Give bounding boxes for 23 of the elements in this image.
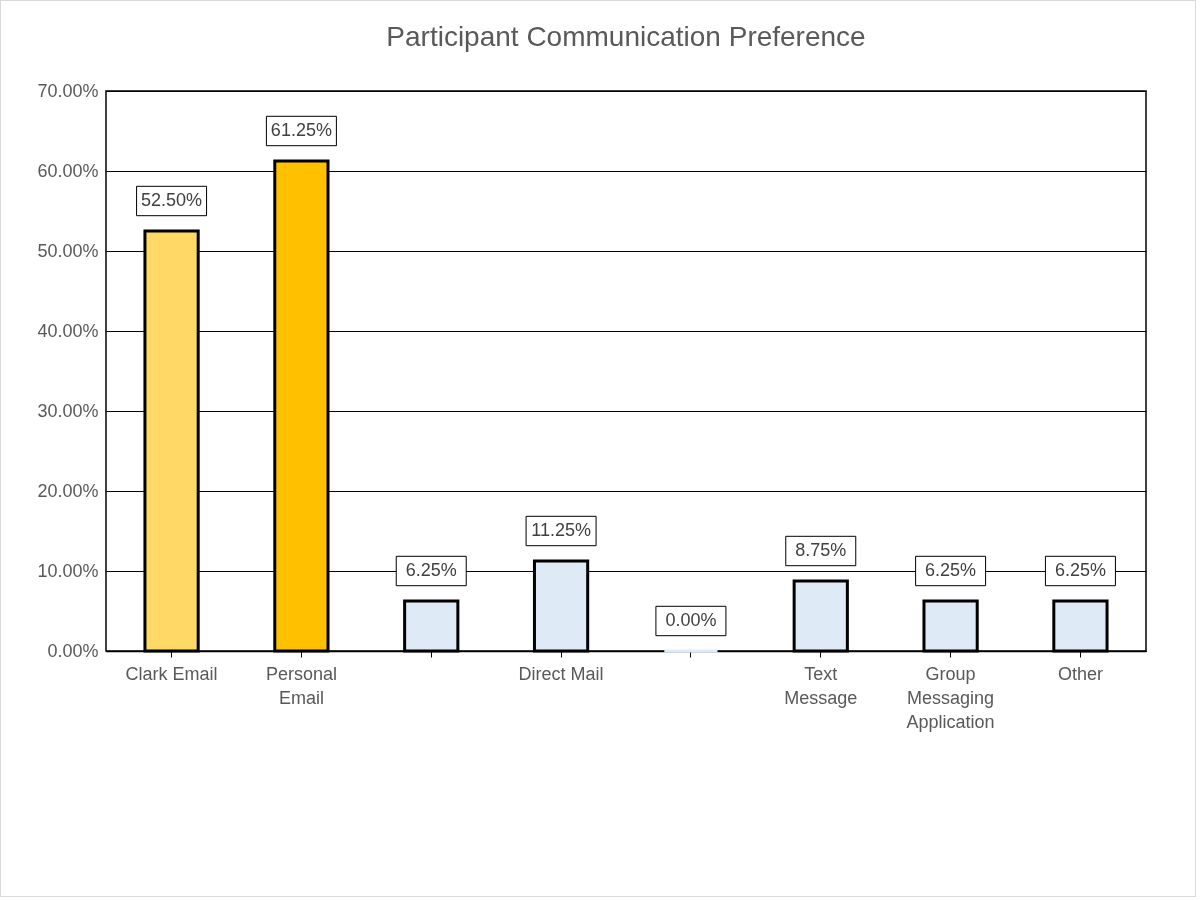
data-label: 11.25% — [531, 520, 591, 540]
chart-title: Participant Communication Preference — [386, 21, 866, 52]
x-tick-label: Personal Email — [265, 663, 337, 708]
data-label: 52.50% — [141, 190, 203, 210]
y-tick-label: 40.00% — [37, 320, 99, 341]
y-tick-label: 0.00% — [47, 640, 99, 661]
x-tick-label: Direct Mail — [518, 663, 604, 684]
data-label: 6.25% — [925, 560, 977, 580]
y-tick-label: 10.00% — [37, 560, 99, 581]
data-label: 0.00% — [665, 610, 717, 630]
y-tick-label: 60.00% — [37, 160, 99, 181]
x-tick-label: Group Messaging Application — [906, 663, 995, 732]
y-tick-label: 30.00% — [37, 400, 99, 421]
y-tick-label: 70.00% — [37, 80, 99, 101]
x-tick-label: Other — [1057, 663, 1103, 684]
data-label: 6.25% — [405, 560, 457, 580]
y-tick-label: 20.00% — [37, 480, 99, 501]
x-tick-label: Text Message — [784, 663, 858, 708]
x-tick-label: Clark Email — [125, 663, 218, 684]
y-tick-label: 50.00% — [37, 240, 99, 261]
data-label: 8.75% — [795, 540, 847, 560]
data-label: 61.25% — [270, 120, 332, 140]
data-label: 6.25% — [1054, 560, 1106, 580]
